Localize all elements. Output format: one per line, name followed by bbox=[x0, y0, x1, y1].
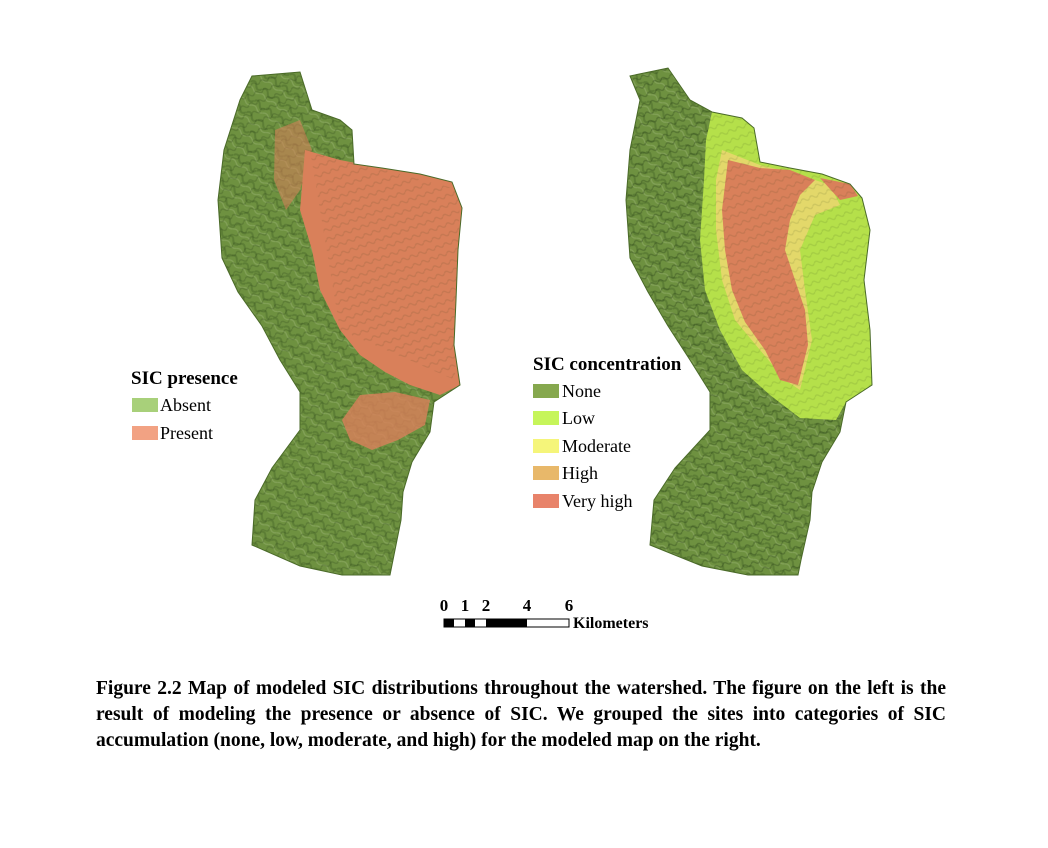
scale-tick-2: 2 bbox=[482, 596, 491, 615]
legend-label-present: Present bbox=[160, 423, 213, 443]
scale-tick-0: 0 bbox=[440, 596, 449, 615]
legend-swatch-moderate bbox=[533, 439, 559, 453]
right-legend: SIC concentration None Low Moderate High… bbox=[533, 354, 682, 511]
legend-swatch-present bbox=[132, 426, 158, 440]
legend-label-low: Low bbox=[562, 408, 595, 428]
right-map bbox=[625, 67, 873, 576]
legend-swatch-high bbox=[533, 466, 559, 480]
legend-label-none: None bbox=[562, 381, 601, 401]
legend-label-high: High bbox=[562, 463, 598, 483]
scale-bar: 0 1 2 4 6 Kilometers bbox=[440, 596, 649, 632]
legend-label-very-high: Very high bbox=[562, 491, 633, 511]
left-map bbox=[217, 71, 463, 576]
legend-swatch-very-high bbox=[533, 494, 559, 508]
legend-swatch-absent bbox=[132, 398, 158, 412]
legend-swatch-low bbox=[533, 411, 559, 425]
present-patches bbox=[342, 392, 430, 450]
scale-tick-4: 4 bbox=[523, 596, 532, 615]
scale-tick-1: 1 bbox=[461, 596, 470, 615]
right-legend-title: SIC concentration bbox=[533, 354, 682, 375]
figure-caption: Figure 2.2 Map of modeled SIC distributi… bbox=[96, 678, 946, 751]
left-legend-title: SIC presence bbox=[131, 368, 238, 389]
legend-label-moderate: Moderate bbox=[562, 436, 631, 456]
legend-swatch-none bbox=[533, 384, 559, 398]
legend-label-absent: Absent bbox=[160, 395, 211, 415]
scale-unit: Kilometers bbox=[573, 615, 649, 632]
left-legend: SIC presence Absent Present bbox=[131, 368, 238, 443]
scale-tick-6: 6 bbox=[565, 596, 574, 615]
